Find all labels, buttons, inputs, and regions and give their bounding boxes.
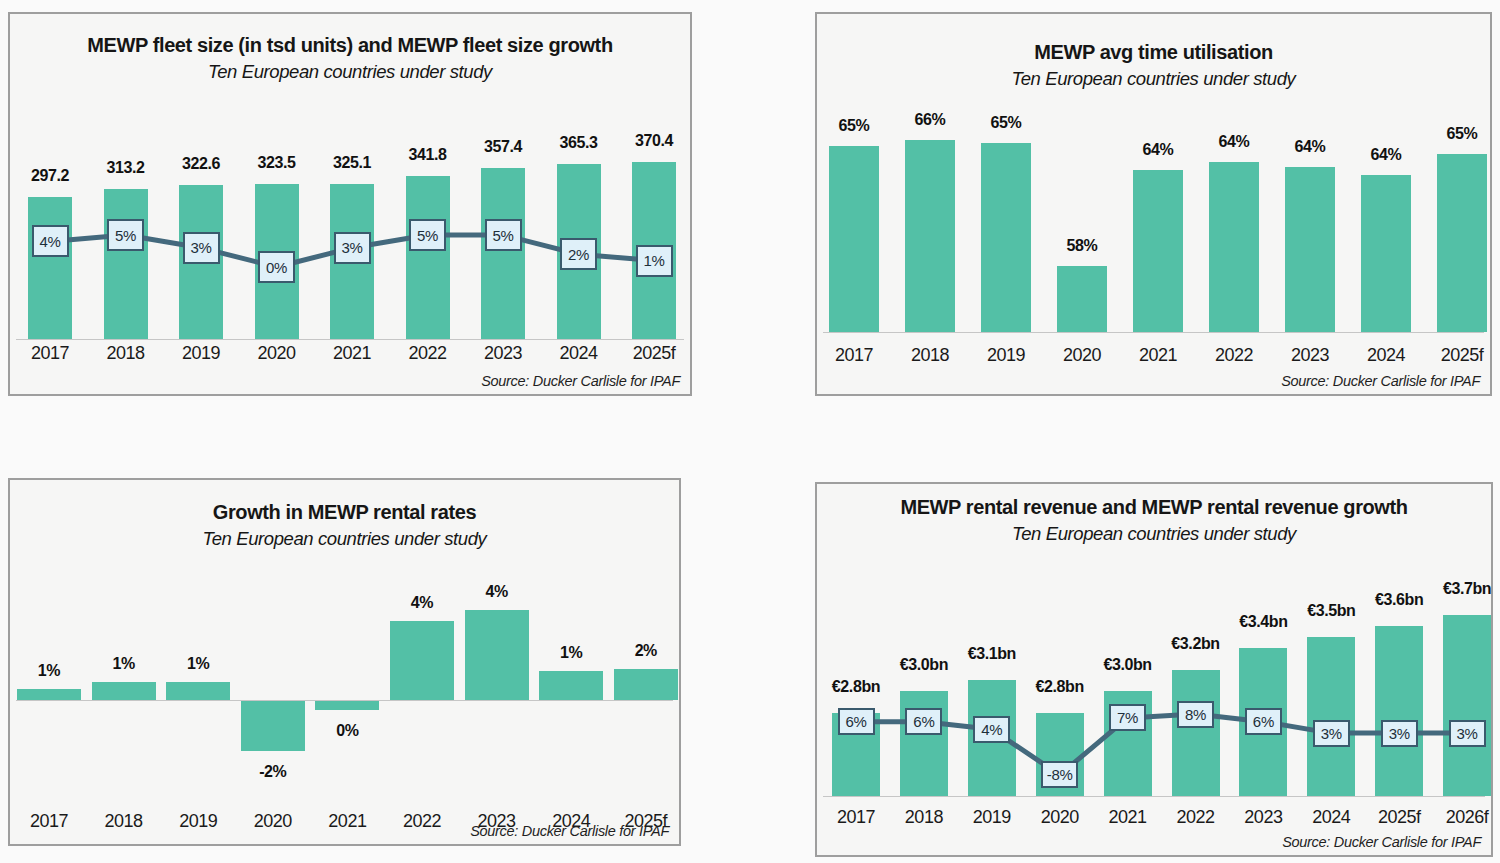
source-note: Source: Ducker Carlisle for IPAF [1282, 834, 1481, 850]
growth-value-box: 1% [636, 245, 673, 277]
growth-value-box: 6% [905, 708, 942, 735]
source-note: Source: Ducker Carlisle for IPAF [470, 823, 669, 839]
bar-value-label: 64% [1341, 146, 1431, 164]
bar-value-label: 65% [961, 114, 1051, 132]
bar [166, 682, 230, 700]
growth-value-box: 3% [183, 232, 220, 264]
bar [1437, 154, 1487, 332]
bar [17, 689, 81, 700]
bar [981, 143, 1031, 332]
chart-panel-fleet-size: MEWP fleet size (in tsd units) and MEWP … [8, 12, 692, 396]
growth-value-box: 2% [560, 238, 597, 270]
chart-panel-rental-rates: Growth in MEWP rental rates Ten European… [8, 478, 681, 846]
chart-header: MEWP fleet size (in tsd units) and MEWP … [10, 14, 690, 85]
chart-header: MEWP avg time utilisation Ten European c… [817, 14, 1490, 92]
report-canvas: MEWP fleet size (in tsd units) and MEWP … [0, 0, 1500, 863]
source-note: Source: Ducker Carlisle for IPAF [481, 373, 680, 389]
growth-value-box: 0% [258, 251, 295, 283]
chart-subtitle: Ten European countries under study [817, 521, 1491, 547]
bar [1361, 175, 1411, 333]
growth-value-box: 6% [838, 708, 875, 735]
bar-value-label: 58% [1037, 237, 1127, 255]
growth-value-box: 4% [32, 225, 69, 257]
bar-value-label: 1% [153, 655, 243, 673]
bar [1057, 266, 1107, 332]
chart-title: MEWP rental revenue and MEWP rental reve… [894, 493, 1414, 521]
growth-value-box: 6% [1245, 708, 1282, 735]
bar [390, 621, 454, 700]
growth-value-box: 3% [1449, 720, 1486, 747]
chart-title: Growth in MEWP rental rates [10, 498, 679, 526]
bar [829, 146, 879, 332]
chart-title: MEWP fleet size (in tsd units) and MEWP … [70, 31, 630, 59]
growth-value-box: 5% [107, 219, 144, 251]
bar-value-label: 65% [1417, 125, 1500, 143]
chart-header: Growth in MEWP rental rates Ten European… [10, 480, 679, 552]
bar [1209, 162, 1259, 332]
growth-value-box: 5% [485, 219, 522, 251]
bar [614, 669, 678, 701]
bar-value-label: 4% [452, 583, 542, 601]
chart-panel-time-utilisation: MEWP avg time utilisation Ten European c… [815, 12, 1492, 396]
growth-value-box: 8% [1177, 701, 1214, 728]
chart-title: MEWP avg time utilisation [817, 38, 1490, 66]
bar [1133, 170, 1183, 332]
x-axis-category-label: 2025f [1417, 344, 1500, 366]
bar-value-label: 0% [302, 722, 392, 740]
chart-header: MEWP rental revenue and MEWP rental reve… [817, 484, 1491, 547]
bar [539, 671, 603, 700]
growth-value-box: 5% [409, 219, 446, 251]
chart-subtitle: Ten European countries under study [10, 59, 690, 85]
bar-value-label: 2% [601, 642, 691, 660]
bar [315, 701, 379, 710]
chart-subtitle: Ten European countries under study [10, 526, 679, 552]
growth-value-box: 3% [1313, 720, 1350, 747]
source-note: Source: Ducker Carlisle for IPAF [1281, 373, 1480, 389]
growth-value-box: 7% [1109, 704, 1146, 731]
bar [905, 140, 955, 332]
bar [1285, 167, 1335, 332]
bar [465, 610, 529, 700]
growth-value-box: -8% [1041, 761, 1078, 788]
growth-value-box: 4% [973, 716, 1010, 743]
growth-value-box: 3% [1381, 720, 1418, 747]
growth-value-box: 3% [334, 232, 371, 264]
chart-subtitle: Ten European countries under study [817, 66, 1490, 92]
bar [92, 682, 156, 700]
bar-value-label: -2% [228, 763, 318, 781]
bar [241, 701, 305, 751]
chart-panel-rental-revenue: MEWP rental revenue and MEWP rental reve… [815, 482, 1493, 857]
